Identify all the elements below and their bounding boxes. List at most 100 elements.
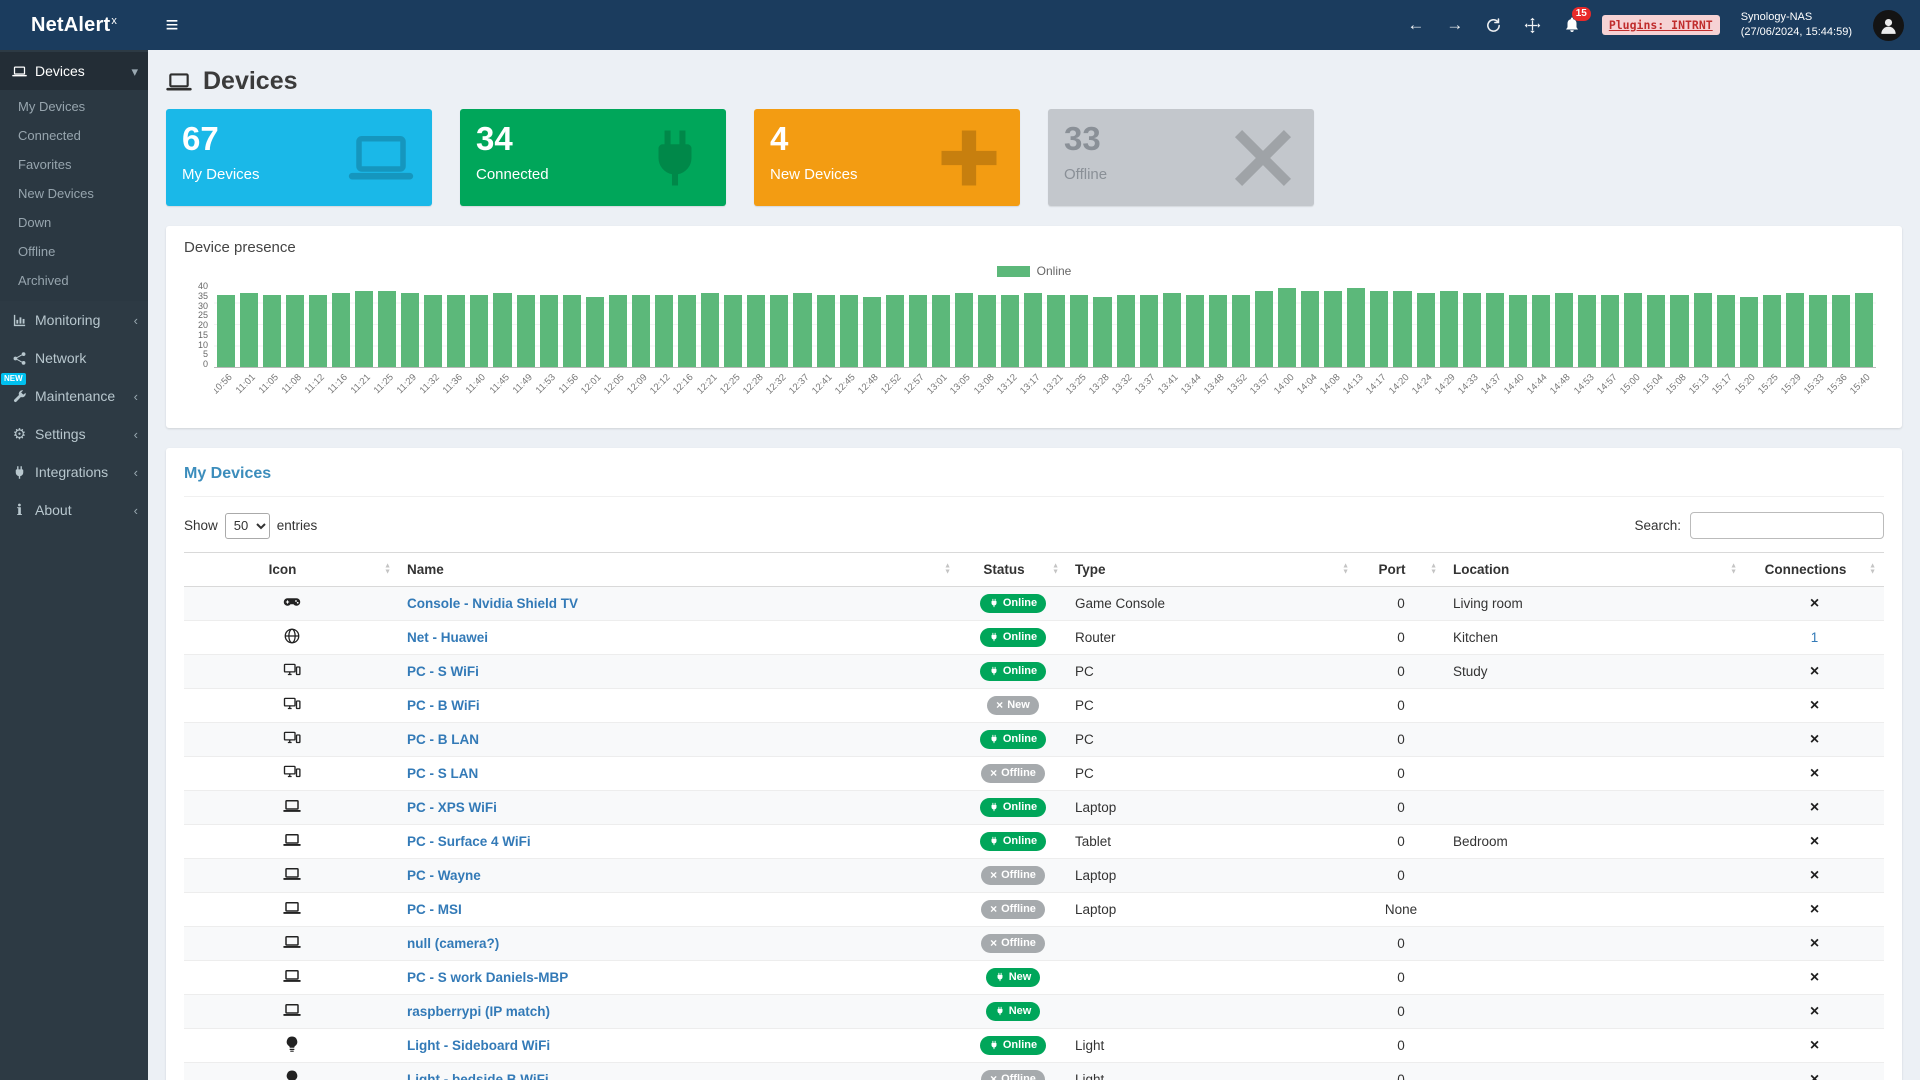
device-name-cell: PC - Surface 4 WiFi — [399, 824, 959, 859]
plugins-status-badge[interactable]: Plugins: INTRNT — [1601, 15, 1720, 35]
status-badge: × Offline — [981, 900, 1045, 919]
laptop-icon — [282, 831, 301, 849]
x-tick: 13:52 — [1225, 368, 1252, 415]
device-name-link[interactable]: Light - bedside B WiFi — [407, 1072, 549, 1080]
status-badge: Online — [979, 832, 1047, 851]
x-tick: 12:25 — [718, 368, 745, 415]
summary-box-new-devices[interactable]: 4 New Devices — [754, 109, 1020, 206]
plug-icon — [642, 125, 708, 191]
device-name-link[interactable]: PC - XPS WiFi — [407, 800, 497, 815]
device-icon-cell — [184, 892, 399, 927]
sidebar-item-devices[interactable]: Devices ▾ — [0, 52, 148, 90]
device-name-link[interactable]: PC - B LAN — [407, 732, 479, 747]
device-name-link[interactable]: PC - MSI — [407, 902, 462, 917]
chart-bar — [1647, 294, 1666, 367]
chart-bar — [1370, 290, 1389, 367]
presence-panel-title: Device presence — [184, 239, 296, 256]
x-tick-label: 13:25 — [1063, 372, 1089, 397]
sidebar-item-network[interactable]: Network — [0, 339, 148, 377]
sidebar-item-my-devices[interactable]: My Devices — [18, 99, 86, 114]
device-name-link[interactable]: raspberrypi (IP match) — [407, 1004, 551, 1019]
page-length-select[interactable]: 50 — [224, 512, 270, 539]
status-badge: New — [985, 968, 1041, 987]
connections-link[interactable]: 1 — [1810, 630, 1819, 645]
device-status-cell: × New — [959, 688, 1067, 723]
sort-icon: ▲ ▼ — [1869, 562, 1876, 576]
device-name-cell: Net - Huawei — [399, 620, 959, 655]
summary-box-connected[interactable]: 34 Connected — [460, 109, 726, 206]
chart-bar — [1531, 294, 1551, 367]
column-header-location[interactable]: Location ▲ ▼ — [1445, 552, 1745, 587]
notifications-bell[interactable]: 15 — [1563, 7, 1591, 34]
column-header-status[interactable]: Status ▲ ▼ — [959, 552, 1067, 587]
sidebar-item-new-devices[interactable]: New Devices — [18, 186, 94, 201]
table-row: PC - XPS WiFi Online Laptop 0 × — [184, 790, 1884, 825]
x-tick-label: 11:05 — [256, 372, 281, 397]
summary-boxes: 67 My Devices 34 Connected 4 New Devices 33 Off… — [148, 105, 1920, 206]
chart-legend[interactable]: Online — [184, 264, 1884, 278]
sidebar-item-about[interactable]: ℹ About ‹ — [0, 491, 148, 529]
chart-bar — [931, 294, 950, 367]
plug-icon — [995, 972, 1005, 982]
summary-box-offline[interactable]: 33 Offline — [1048, 109, 1314, 206]
sidebar-item-settings[interactable]: ⚙ Settings ‹ — [0, 415, 148, 453]
device-name-cell: PC - XPS WiFi — [399, 790, 959, 825]
y-tick-label: 35 — [197, 290, 208, 301]
chart-bar — [1301, 290, 1320, 367]
summary-value: 4 — [770, 120, 789, 157]
device-name-link[interactable]: PC - Surface 4 WiFi — [407, 834, 531, 849]
user-avatar[interactable] — [1873, 9, 1904, 41]
device-status-cell: × Offline — [959, 858, 1067, 893]
x-tick-label: 12:25 — [717, 372, 743, 397]
chart-bar — [1739, 296, 1758, 367]
x-tick: 14:04 — [1295, 368, 1322, 415]
device-name-link[interactable]: PC - S WiFi — [407, 664, 479, 679]
device-name-link[interactable]: PC - S work Daniels-MBP — [407, 970, 569, 985]
device-name-link[interactable]: Net - Huawei — [407, 630, 489, 645]
chevron-left-icon: ‹ — [133, 388, 138, 404]
arrow-right-icon[interactable]: → — [1446, 15, 1464, 34]
device-icon-cell — [184, 926, 399, 961]
column-header-port[interactable]: Port ▲ ▼ — [1357, 552, 1445, 587]
sidebar-item-down[interactable]: Down — [18, 215, 52, 230]
device-name-link[interactable]: PC - Wayne — [407, 868, 481, 883]
device-name-link[interactable]: Light - Sideboard WiFi — [407, 1038, 551, 1053]
x-tick-label: 14:33 — [1456, 372, 1481, 397]
sidebar-item-archived[interactable]: Archived — [18, 273, 69, 288]
x-tick: 12:45 — [833, 368, 860, 415]
sidebar-item-maintenance[interactable]: NEW Maintenance ‹ — [0, 373, 148, 415]
sidebar-item-connected[interactable]: Connected — [18, 128, 81, 143]
device-name-link[interactable]: PC - S LAN — [407, 766, 479, 781]
device-name-link[interactable]: Console - Nvidia Shield TV — [407, 596, 579, 611]
device-name-link[interactable]: PC - B WiFi — [407, 698, 480, 713]
sidebar-toggle-button[interactable]: ≡ — [148, 0, 196, 50]
sidebar-item-integrations[interactable]: Integrations ‹ — [0, 453, 148, 491]
connections-cell: × — [1745, 926, 1884, 961]
column-header-type[interactable]: Type ▲ ▼ — [1067, 552, 1357, 587]
device-name-cell: PC - MSI — [399, 892, 959, 927]
device-name-link[interactable]: null (camera?) — [407, 936, 500, 951]
sidebar-item-label: Monitoring — [35, 312, 101, 328]
column-header-icon[interactable]: Icon ▲ ▼ — [184, 552, 399, 587]
device-icon-cell — [184, 688, 399, 723]
move-icon[interactable] — [1524, 16, 1542, 34]
sidebar-item-monitoring[interactable]: Monitoring ‹ — [0, 301, 148, 339]
app-logo[interactable]: NetAlert x — [0, 0, 148, 50]
no-connection-icon: × — [1809, 697, 1820, 714]
device-icon-cell — [184, 824, 399, 859]
search-input[interactable] — [1690, 512, 1884, 539]
column-header-name[interactable]: Name ▲ ▼ — [399, 552, 959, 587]
refresh-icon[interactable] — [1485, 16, 1503, 34]
y-tick-label: 15 — [197, 329, 208, 340]
summary-box-my-devices[interactable]: 67 My Devices — [166, 109, 432, 206]
device-status-cell: New — [959, 994, 1067, 1029]
sidebar-item-offline[interactable]: Offline — [18, 244, 56, 259]
arrow-left-icon[interactable]: ← — [1407, 15, 1425, 34]
sidebar-item-favorites[interactable]: Favorites — [18, 157, 72, 172]
column-header-connections[interactable]: Connections ▲ ▼ — [1745, 552, 1884, 587]
summary-label: Connected — [476, 166, 549, 183]
device-location: Kitchen — [1445, 620, 1745, 655]
x-tick-label: 12:28 — [740, 372, 766, 397]
legend-label: Online — [1036, 264, 1072, 278]
legend-swatch-online — [996, 265, 1030, 277]
